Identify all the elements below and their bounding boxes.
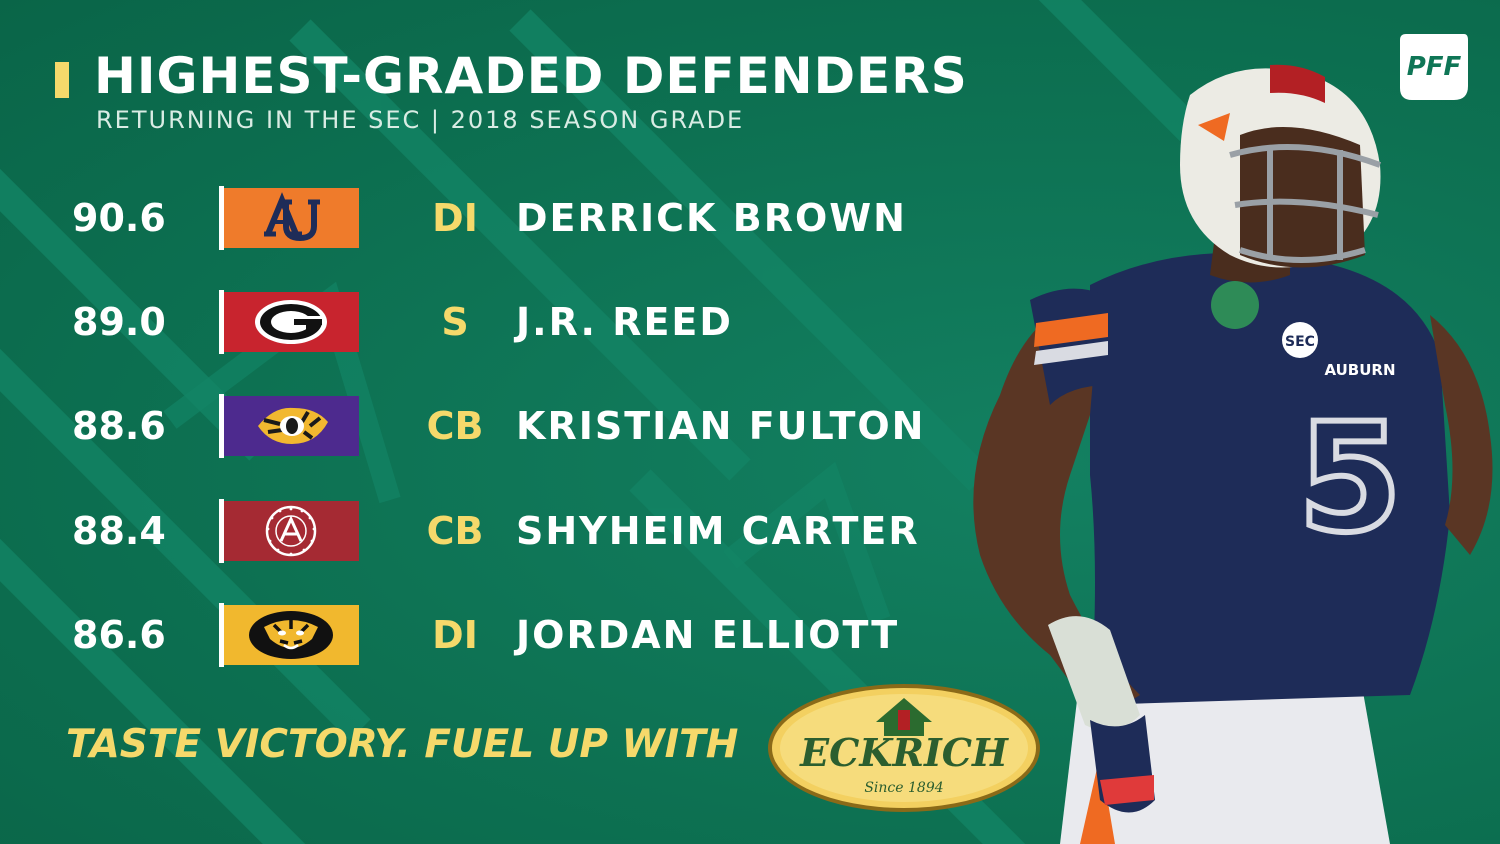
player-photo: SEC AUBURN 5 — [973, 64, 1493, 844]
bowl-patch-icon — [1211, 281, 1259, 329]
title-accent-bar — [55, 62, 69, 98]
facemask-icon — [1229, 144, 1382, 263]
sponsor-name: ECKRICH — [799, 730, 1009, 775]
player-name: SHYHEIM CARTER — [516, 509, 920, 553]
player-name: DERRICK BROWN — [516, 196, 907, 240]
player-position: S — [441, 300, 469, 344]
eckrich-sponsor-logo: ECKRICH Since 1894 — [768, 684, 1040, 812]
player-grade: 89.0 — [72, 300, 166, 344]
pff-logo: PFF — [1400, 34, 1468, 100]
jersey-team-text: AUBURN — [1324, 361, 1395, 379]
ranking-row: 88.6 CB KRISTIAN FULTON — [0, 394, 960, 458]
player-position: DI — [432, 613, 478, 657]
player-name: JORDAN ELLIOTT — [516, 613, 900, 657]
player-position: CB — [426, 509, 484, 553]
lsu-tiger-eye-logo — [224, 396, 359, 456]
ranking-row: 90.6 DI DERRICK BROWN — [0, 186, 960, 250]
row-divider — [219, 603, 224, 667]
pff-logo-text: PFF — [1407, 52, 1462, 82]
alabama-seal-logo — [224, 501, 359, 561]
page-subtitle: RETURNING IN THE SEC | 2018 SEASON GRADE — [96, 106, 745, 134]
row-divider — [219, 290, 224, 354]
player-grade: 86.6 — [72, 613, 166, 657]
row-divider — [219, 394, 224, 458]
sponsor-since: Since 1894 — [864, 780, 943, 796]
auburn-au-logo — [224, 188, 359, 248]
georgia-g-logo — [224, 292, 359, 352]
player-position: CB — [426, 404, 484, 448]
player-name: KRISTIAN FULTON — [516, 404, 926, 448]
jersey-number: 5 — [1298, 392, 1402, 566]
row-divider — [219, 186, 224, 250]
row-divider — [219, 499, 224, 563]
player-grade: 88.4 — [72, 509, 166, 553]
house-icon — [876, 698, 932, 736]
ranking-row: 89.0 S J.R. REED — [0, 290, 960, 354]
player-grade: 90.6 — [72, 196, 166, 240]
missouri-tiger-logo — [224, 605, 359, 665]
sponsor-tagline: TASTE VICTORY. FUEL UP WITH — [66, 722, 739, 767]
ranking-row: 86.6 DI JORDAN ELLIOTT — [0, 603, 960, 667]
sec-patch: SEC — [1285, 334, 1315, 350]
player-position: DI — [432, 196, 478, 240]
ranking-row: 88.4 CB SHYHEIM CARTER — [0, 499, 960, 563]
page-title: HIGHEST-GRADED DEFENDERS — [94, 47, 968, 105]
player-name: J.R. REED — [516, 300, 733, 344]
player-grade: 88.6 — [72, 404, 166, 448]
